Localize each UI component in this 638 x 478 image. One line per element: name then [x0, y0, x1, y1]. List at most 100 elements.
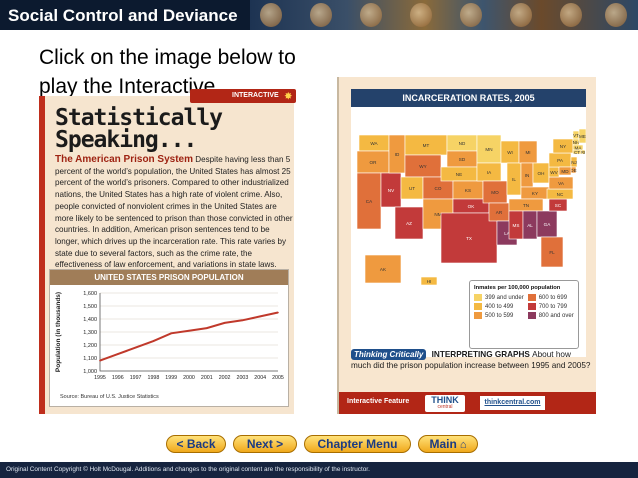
- x-tick-label: 1995: [94, 375, 106, 381]
- subhead: The American Prison System: [55, 154, 194, 165]
- thinkcentral-link[interactable]: thinkcentral.com: [480, 396, 545, 410]
- x-tick-label: 2003: [237, 375, 249, 381]
- state-label: WI: [507, 150, 513, 155]
- state-label: KS: [465, 188, 471, 193]
- state-ct: [572, 149, 582, 155]
- header-title: Social Control and Deviance: [8, 6, 238, 25]
- state-label: MA: [575, 146, 583, 151]
- think-logo-bottom: central: [437, 404, 453, 410]
- line-chart: Population (in thousands) 1,000 1,100 1,200…: [55, 291, 284, 381]
- x-tick-label: 2001: [201, 375, 213, 381]
- instruction-text: Click on the image below to play the Int…: [39, 46, 296, 98]
- statistically-speaking-title: Statistically Speaking...: [55, 105, 223, 153]
- data-point: [170, 332, 172, 335]
- legend-label: 600 to 699: [538, 294, 568, 301]
- interactive-feature-label: Interactive Feature: [347, 398, 410, 405]
- y-tick-label: 1,300: [83, 330, 97, 336]
- legend-label: 500 to 599: [485, 312, 514, 319]
- state-label: DE: [570, 168, 576, 173]
- chapter-menu-button[interactable]: Chapter Menu: [304, 435, 411, 453]
- data-point: [99, 359, 101, 362]
- state-label: AR: [496, 210, 503, 215]
- interactive-image-right[interactable]: INCARCERATION RATES, 2005 WA OR CA NV ID MT WY…: [337, 77, 596, 414]
- state-label: AZ: [406, 221, 412, 226]
- state-label: OH: [538, 171, 545, 176]
- state-label: CA: [366, 199, 373, 204]
- legend-label: 400 to 499: [485, 303, 514, 310]
- x-tick-label: 1999: [165, 375, 177, 381]
- state-ak: [364, 254, 402, 284]
- prison-system-text: The American Prison System Despite havin…: [55, 154, 294, 271]
- main-button[interactable]: Main ⌂: [418, 435, 478, 453]
- legend-grid: 399 and under 600 to 699 400 to 499 700 to …: [474, 294, 574, 319]
- y-axis-label: Population (in thousands): [55, 292, 62, 372]
- state-label: VT: [573, 133, 579, 138]
- state-label: ID: [395, 152, 400, 157]
- state-label: LA: [504, 231, 511, 236]
- interpreting-graphs-heading: INTERPRETING GRAPHS: [431, 350, 530, 359]
- legend-label: 700 to 799: [538, 303, 568, 310]
- footer-bar: Original Content Copyright © Holt McDoug…: [0, 462, 638, 478]
- state-label: CT: [574, 150, 580, 155]
- map-title: INCARCERATION RATES, 2005: [351, 89, 586, 107]
- y-tick-label: 1,200: [83, 343, 97, 349]
- data-point: [259, 315, 261, 318]
- state-az: [394, 206, 424, 240]
- legend-label: 800 and over: [538, 312, 574, 319]
- data-point: [241, 319, 244, 322]
- state-label: NJ: [571, 160, 577, 165]
- state-label: HI: [427, 279, 432, 284]
- interactive-image-left[interactable]: Statistically Speaking... The American P…: [39, 96, 294, 414]
- state-label: ME: [579, 134, 586, 139]
- state-label: MD: [561, 169, 569, 174]
- state-label: NE: [456, 172, 462, 177]
- state-label: UT: [409, 186, 415, 191]
- legend-swatch: [474, 294, 482, 301]
- state-label: MI: [525, 150, 530, 155]
- data-point: [206, 327, 208, 329]
- legend-item: 700 to 799: [527, 303, 574, 310]
- legend-swatch: [527, 312, 536, 319]
- state-label: NH: [573, 140, 580, 145]
- question-text: About how much did the prison population…: [351, 350, 591, 370]
- state-label: OR: [370, 160, 378, 165]
- state-label: NV: [388, 188, 395, 193]
- state-hi: [420, 276, 438, 286]
- x-tick-label: 2002: [219, 375, 231, 381]
- y-tick-label: 1,500: [83, 304, 97, 310]
- data-point: [117, 353, 119, 355]
- state-label: GA: [544, 222, 552, 227]
- legend-swatch: [527, 303, 536, 310]
- state-label: IN: [525, 173, 530, 178]
- state-tx: [440, 212, 498, 264]
- title-line-1: Statistically: [55, 105, 223, 131]
- state-label: IA: [487, 170, 492, 175]
- state-md: [558, 166, 572, 176]
- state-mn: [476, 134, 502, 164]
- data-point: [152, 340, 155, 342]
- header-bar: Social Control and Deviance: [0, 0, 638, 30]
- state-label: PA: [557, 158, 564, 163]
- state-label: MN: [485, 147, 492, 152]
- think-logo-top: THINK: [431, 395, 459, 405]
- body-paragraph: Despite having less than 5 percent of th…: [55, 155, 293, 270]
- x-tick-label: 1998: [148, 375, 160, 381]
- state-label: IL: [512, 177, 516, 182]
- data-point: [223, 322, 226, 324]
- state-label: WA: [370, 141, 378, 146]
- x-tick-label: 1996: [112, 375, 124, 381]
- state-va: [548, 176, 574, 190]
- title-line-2: Speaking...: [55, 127, 197, 153]
- interactive-tag: INTERACTIVE ✸: [190, 89, 296, 103]
- state-label: AK: [380, 267, 387, 272]
- interactive-tag-label: INTERACTIVE: [232, 92, 279, 99]
- next-button[interactable]: Next >: [233, 435, 297, 453]
- x-tick-label: 2000: [183, 375, 195, 381]
- state-label: TN: [523, 203, 529, 208]
- x-tick-label: 2005: [272, 375, 284, 381]
- legend-swatch: [474, 303, 482, 310]
- back-button[interactable]: < Back: [166, 435, 226, 453]
- legend-item: 500 to 599: [474, 312, 524, 319]
- header-photo-strip: [250, 0, 638, 30]
